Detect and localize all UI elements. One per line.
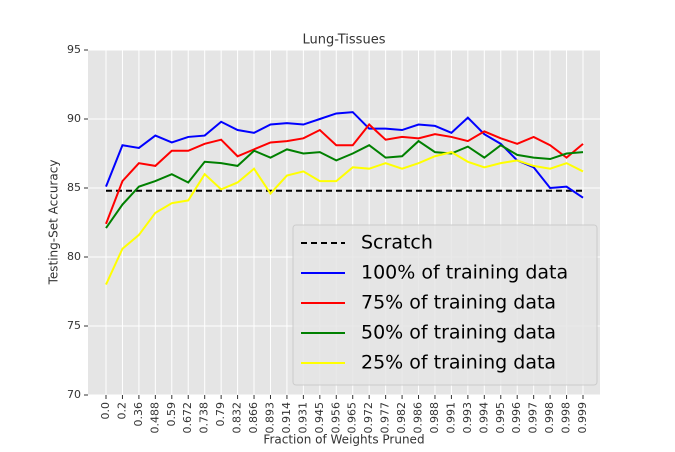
x-tick-label: 0.0 bbox=[99, 402, 112, 420]
series-line bbox=[105, 151, 584, 286]
x-tick-label: 0.999 bbox=[576, 402, 589, 434]
x-tick-label: 0.994 bbox=[477, 402, 490, 434]
x-tick-label: 0.36 bbox=[132, 402, 145, 427]
x-tick-label: 0.998 bbox=[560, 402, 573, 434]
x-tick-label: 0.738 bbox=[198, 402, 211, 434]
x-tick-label: 0.914 bbox=[280, 402, 293, 434]
x-tick-label: 0.998 bbox=[543, 402, 556, 434]
x-tick-label: 0.977 bbox=[379, 402, 392, 434]
x-tick-label: 0.993 bbox=[461, 402, 474, 434]
legend-label: Scratch bbox=[361, 232, 433, 254]
x-axis-label: Fraction of Weights Pruned bbox=[263, 433, 424, 447]
y-axis-label: Testing-Set Accuracy bbox=[47, 160, 61, 286]
x-tick-label: 0.972 bbox=[362, 402, 375, 434]
series-line bbox=[105, 139, 584, 229]
x-tick-label: 0.988 bbox=[428, 402, 441, 434]
y-tick-label: 75 bbox=[67, 319, 81, 332]
legend-label: 75% of training data bbox=[361, 292, 556, 314]
x-tick-label: 0.995 bbox=[494, 402, 507, 434]
x-tick-label: 0.982 bbox=[395, 402, 408, 434]
x-tick-label: 0.832 bbox=[231, 402, 244, 434]
legend-box bbox=[292, 224, 598, 386]
x-tick-label: 0.956 bbox=[329, 402, 342, 434]
x-tick-label: 0.672 bbox=[181, 402, 194, 434]
x-tick-label: 0.488 bbox=[148, 402, 161, 434]
x-tick-label: 0.991 bbox=[444, 402, 457, 434]
y-tick-label: 90 bbox=[67, 112, 81, 125]
y-tick-label: 85 bbox=[67, 181, 81, 194]
y-tick-label: 80 bbox=[67, 250, 81, 263]
x-tick-label: 0.931 bbox=[296, 402, 309, 434]
x-tick-label: 0.79 bbox=[214, 402, 227, 427]
legend-label: 25% of training data bbox=[361, 352, 556, 374]
series-line bbox=[105, 123, 584, 225]
legend-label: 50% of training data bbox=[361, 322, 556, 344]
x-tick-label: 0.965 bbox=[346, 402, 359, 434]
chart-title: Lung-Tissues bbox=[303, 33, 386, 48]
x-tick-label: 0.866 bbox=[247, 402, 260, 434]
y-tick-label: 95 bbox=[67, 43, 81, 56]
x-tick-label: 0.893 bbox=[263, 402, 276, 434]
x-tick-label: 0.945 bbox=[313, 402, 326, 434]
x-tick-label: 0.986 bbox=[412, 402, 425, 434]
x-tick-label: 0.2 bbox=[115, 402, 128, 420]
x-tick-label: 0.996 bbox=[510, 402, 523, 434]
y-tick-label: 70 bbox=[67, 388, 81, 401]
legend-label: 100% of training data bbox=[361, 262, 568, 284]
x-tick-label: 0.59 bbox=[165, 402, 178, 427]
x-tick-label: 0.997 bbox=[527, 402, 540, 434]
